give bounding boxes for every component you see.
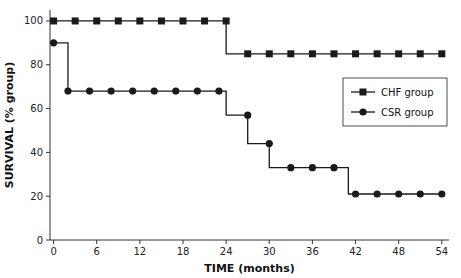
y-tick-label: 60 bbox=[30, 103, 43, 114]
marker bbox=[266, 50, 273, 57]
marker bbox=[438, 50, 445, 57]
marker bbox=[201, 17, 208, 24]
x-tick-label: 12 bbox=[133, 246, 146, 257]
y-tick bbox=[46, 108, 50, 109]
marker bbox=[244, 50, 251, 57]
y-axis-line bbox=[50, 10, 51, 240]
marker bbox=[309, 164, 316, 171]
marker bbox=[180, 17, 187, 24]
x-tick bbox=[226, 240, 227, 244]
y-tick bbox=[46, 64, 50, 65]
marker bbox=[86, 87, 93, 94]
marker bbox=[215, 87, 222, 94]
y-tick bbox=[46, 196, 50, 197]
marker bbox=[395, 50, 402, 57]
marker bbox=[129, 87, 136, 94]
marker bbox=[64, 87, 71, 94]
marker bbox=[330, 164, 337, 171]
marker bbox=[417, 190, 424, 197]
marker bbox=[374, 190, 381, 197]
x-tick bbox=[53, 240, 54, 244]
legend-frame bbox=[343, 78, 447, 126]
marker bbox=[374, 50, 381, 57]
marker bbox=[438, 190, 445, 197]
plot-area bbox=[50, 17, 445, 197]
marker bbox=[108, 87, 115, 94]
legend-marker bbox=[359, 108, 366, 115]
marker bbox=[266, 140, 273, 147]
marker bbox=[352, 190, 359, 197]
y-tick-label: 40 bbox=[30, 147, 43, 158]
y-axis-label: SURVIVAL (% group) bbox=[3, 62, 16, 189]
y-tick-label: 20 bbox=[30, 191, 43, 202]
marker bbox=[136, 17, 143, 24]
marker bbox=[93, 17, 100, 24]
x-tick-label: 48 bbox=[392, 246, 405, 257]
x-tick bbox=[183, 240, 184, 244]
legend-label: CHF group bbox=[381, 87, 433, 98]
x-axis-line bbox=[50, 240, 449, 241]
y-tick-label: 0 bbox=[37, 235, 43, 246]
y-tick bbox=[46, 20, 50, 21]
marker bbox=[223, 17, 230, 24]
y-tick bbox=[46, 152, 50, 153]
x-tick-label: 54 bbox=[435, 246, 448, 257]
x-tick bbox=[355, 240, 356, 244]
x-tick-label: 30 bbox=[263, 246, 276, 257]
x-axis-label: TIME (months) bbox=[204, 262, 294, 275]
marker bbox=[50, 39, 57, 46]
marker bbox=[115, 17, 122, 24]
marker bbox=[287, 50, 294, 57]
marker bbox=[151, 87, 158, 94]
marker bbox=[158, 17, 165, 24]
x-tick-label: 42 bbox=[349, 246, 362, 257]
marker bbox=[352, 50, 359, 57]
x-tick-label: 24 bbox=[220, 246, 233, 257]
marker bbox=[172, 87, 179, 94]
x-tick bbox=[398, 240, 399, 244]
chart: 0 6 12 18 24 30 36 42 48 54 0 20 40 60 80 100 TIME (mont… bbox=[0, 0, 461, 278]
x-tick-label: 36 bbox=[306, 246, 319, 257]
marker bbox=[287, 164, 294, 171]
x-tick bbox=[139, 240, 140, 244]
marker bbox=[330, 50, 337, 57]
marker bbox=[72, 17, 79, 24]
x-tick bbox=[441, 240, 442, 244]
marker bbox=[50, 17, 57, 24]
series bbox=[50, 17, 445, 57]
y-tick bbox=[46, 240, 50, 241]
x-tick bbox=[312, 240, 313, 244]
marker bbox=[395, 190, 402, 197]
y-tick-label: 100 bbox=[24, 15, 43, 26]
x-tick-label: 6 bbox=[94, 246, 100, 257]
axes: 0 6 12 18 24 30 36 42 48 54 0 20 40 60 80 100 bbox=[24, 10, 449, 257]
x-tick bbox=[269, 240, 270, 244]
x-tick-label: 18 bbox=[177, 246, 190, 257]
marker bbox=[194, 87, 201, 94]
legend: CHF group CSR group bbox=[343, 78, 447, 126]
x-tick-label: 0 bbox=[50, 246, 56, 257]
legend-marker bbox=[360, 89, 367, 96]
step-line bbox=[54, 21, 442, 54]
marker bbox=[417, 50, 424, 57]
x-tick bbox=[96, 240, 97, 244]
legend-label: CSR group bbox=[381, 107, 434, 118]
y-tick-label: 80 bbox=[30, 59, 43, 70]
marker bbox=[244, 112, 251, 119]
marker bbox=[309, 50, 316, 57]
